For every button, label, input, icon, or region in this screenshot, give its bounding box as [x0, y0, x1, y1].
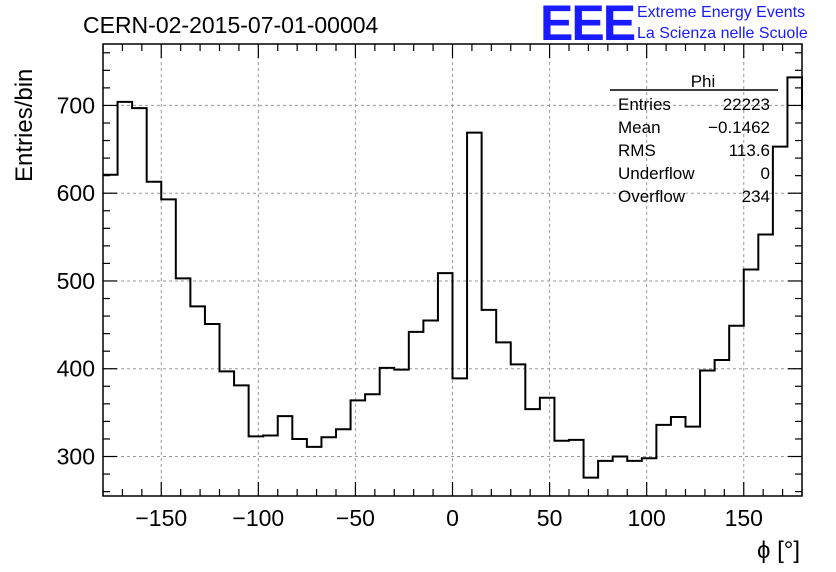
histogram-bin	[773, 147, 788, 496]
histogram-bin	[423, 320, 438, 496]
histogram-layer	[103, 76, 803, 496]
histogram-bin	[511, 364, 526, 496]
histogram-bin	[292, 439, 307, 496]
histogram-bin	[394, 370, 409, 496]
stats-row-value: 22223	[723, 95, 770, 114]
stats-box-title: Phi	[691, 72, 716, 91]
y-tick-label: 300	[57, 444, 95, 470]
y-tick-label: 400	[57, 356, 95, 382]
histogram-bin	[409, 332, 424, 496]
histogram-bin	[453, 378, 468, 496]
stats-row-label: Overflow	[618, 187, 686, 206]
histogram-bin	[176, 278, 191, 496]
logo-subtitle-line1: Extreme Energy Events	[637, 4, 806, 21]
histogram-bin	[496, 342, 511, 496]
stats-row-value: 234	[742, 187, 770, 206]
histogram-bin	[744, 270, 759, 496]
histogram-bin	[554, 441, 569, 496]
x-tick-label: −150	[135, 505, 187, 531]
histogram-bin	[540, 398, 555, 496]
grid-layer	[103, 44, 802, 496]
histogram-bin	[569, 440, 584, 496]
logo-subtitle-line2: La Scienza nelle Scuole	[637, 25, 808, 42]
histogram-bin	[336, 429, 351, 496]
histogram-bin	[438, 273, 453, 496]
eee-logo: EEE	[540, 0, 636, 51]
stats-box: Phi Entries 22223 Mean −0.1462 RMS 113.6 Underf…	[610, 72, 778, 206]
histogram-bin	[220, 371, 235, 496]
histogram-bin	[321, 437, 336, 496]
histogram-bin	[729, 326, 744, 496]
histogram-bin	[686, 427, 701, 496]
histogram-bin	[205, 324, 220, 496]
histogram-bin	[132, 108, 147, 496]
histogram-bin	[598, 461, 613, 496]
y-tick-label: 500	[57, 268, 95, 294]
histogram-bin	[147, 182, 162, 496]
histogram-bin	[307, 447, 322, 496]
histogram-bin	[118, 102, 133, 496]
histogram-bin	[613, 457, 628, 496]
stats-row-label: RMS	[618, 141, 656, 160]
y-axis-title: Entries/bin	[11, 69, 38, 182]
histogram-bin	[584, 478, 599, 496]
histogram-bin	[249, 436, 264, 496]
tick-labels-layer: −150 −100 −50 0 50 100 150 300 400 500 600 700	[57, 92, 763, 531]
histogram-bin	[380, 368, 395, 496]
stats-row-value: −0.1462	[708, 118, 770, 137]
ticks-layer	[102, 44, 803, 496]
stats-row-value: 0	[761, 164, 770, 183]
histogram-bin	[103, 175, 118, 496]
x-axis-title: ϕ [°]	[757, 537, 800, 564]
y-tick-label: 700	[57, 92, 95, 118]
histogram-bin	[627, 461, 642, 496]
x-tick-label: −100	[232, 505, 284, 531]
x-tick-label: 50	[537, 505, 563, 531]
histogram-bin	[190, 306, 205, 496]
histogram-bin	[467, 133, 482, 496]
histogram-bin	[482, 310, 497, 496]
run-title: CERN-02-2015-07-01-00004	[83, 12, 379, 38]
histogram-outline	[103, 76, 803, 479]
histogram-bin	[642, 458, 657, 496]
stats-row-label: Mean	[618, 118, 661, 137]
stats-row-label: Underflow	[618, 164, 695, 183]
x-tick-label: 100	[627, 505, 665, 531]
histogram-bin	[234, 385, 249, 496]
histogram-bin	[700, 370, 715, 496]
histogram-bin	[263, 435, 278, 496]
y-tick-label: 600	[57, 180, 95, 206]
stats-row-value: 113.6	[729, 141, 770, 160]
histogram-bin	[351, 400, 366, 496]
histogram-bin	[365, 394, 380, 496]
x-tick-label: 150	[725, 505, 763, 531]
histogram-bin	[161, 199, 176, 496]
x-tick-label: 0	[446, 505, 459, 531]
stats-row-label: Entries	[618, 95, 671, 114]
histogram-bin	[715, 360, 730, 496]
histogram-bin	[525, 409, 540, 496]
x-tick-label: −50	[336, 505, 375, 531]
histogram-bin	[656, 425, 671, 496]
